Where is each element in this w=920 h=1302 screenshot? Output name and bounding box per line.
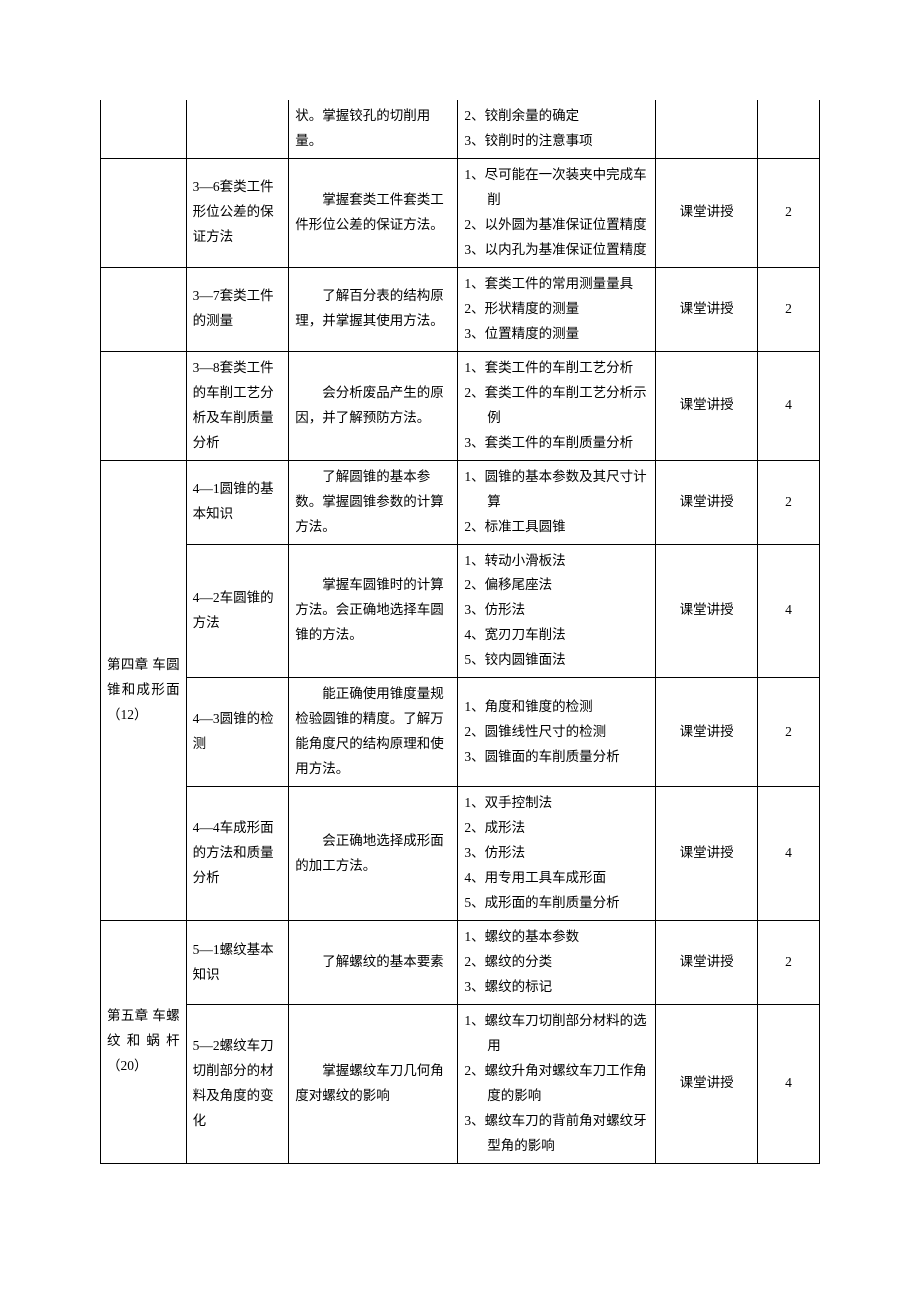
content-item: 2、圆锥线性尺寸的检测 [464,720,649,745]
table-row: 4—3圆锥的检测能正确使用锥度量规检验圆锥的精度。了解万能角度尺的结构原理和使用… [101,678,820,787]
content-item: 5、成形面的车削质量分析 [464,891,649,916]
content-item: 1、双手控制法 [464,791,649,816]
content-item: 1、转动小滑板法 [464,549,649,574]
content-cell: 1、螺纹的基本参数2、螺纹的分类3、螺纹的标记 [458,921,656,1005]
content-item: 1、尽可能在一次装夹中完成车削 [464,163,649,213]
content-item: 1、螺纹车刀切削部分材料的选用 [464,1009,649,1059]
content-item: 2、标准工具圆锥 [464,515,649,540]
chapter-cell [101,351,187,460]
method-cell: 课堂讲授 [656,678,758,787]
table-row: 5—2螺纹车刀切削部分的材料及角度的变化掌握螺纹车刀几何角度对螺纹的影响1、螺纹… [101,1004,820,1163]
section-cell [186,100,289,158]
section-cell: 4—1圆锥的基本知识 [186,460,289,544]
content-item: 1、螺纹的基本参数 [464,925,649,950]
content-cell: 1、转动小滑板法2、偏移尾座法3、仿形法4、宽刃刀车削法5、铰内圆锥面法 [458,544,656,678]
content-item: 3、套类工件的车削质量分析 [464,431,649,456]
content-item: 2、形状精度的测量 [464,297,649,322]
content-cell: 1、圆锥的基本参数及其尺寸计算2、标准工具圆锥 [458,460,656,544]
objective-cell: 掌握车圆锥时的计算方法。会正确地选择车圆锥的方法。 [289,544,458,678]
method-cell: 课堂讲授 [656,460,758,544]
content-item: 3、位置精度的测量 [464,322,649,347]
section-cell: 3—8套类工件的车削工艺分析及车削质量分析 [186,351,289,460]
section-cell: 3—7套类工件的测量 [186,267,289,351]
content-item: 3、螺纹的标记 [464,975,649,1000]
method-cell: 课堂讲授 [656,158,758,267]
content-item: 2、螺纹的分类 [464,950,649,975]
content-item: 4、宽刃刀车削法 [464,623,649,648]
method-cell [656,100,758,158]
table-row: 3—7套类工件的测量了解百分表的结构原理，并掌握其使用方法。1、套类工件的常用测… [101,267,820,351]
content-item: 5、铰内圆锥面法 [464,648,649,673]
content-item: 2、以外圆为基准保证位置精度 [464,213,649,238]
section-cell: 3—6套类工件形位公差的保证方法 [186,158,289,267]
method-cell: 课堂讲授 [656,267,758,351]
content-item: 3、螺纹车刀的背前角对螺纹牙型角的影响 [464,1109,649,1159]
content-item: 3、仿形法 [464,598,649,623]
table-row: 4—4车成形面的方法和质量分析会正确地选择成形面的加工方法。1、双手控制法2、成… [101,787,820,921]
method-cell: 课堂讲授 [656,787,758,921]
objective-cell: 会正确地选择成形面的加工方法。 [289,787,458,921]
table-row: 3—6套类工件形位公差的保证方法掌握套类工件套类工件形位公差的保证方法。1、尽可… [101,158,820,267]
content-item: 1、套类工件的车削工艺分析 [464,356,649,381]
chapter-cell [101,158,187,267]
content-item: 4、用专用工具车成形面 [464,866,649,891]
section-cell: 4—3圆锥的检测 [186,678,289,787]
content-item: 2、螺纹升角对螺纹车刀工作角度的影响 [464,1059,649,1109]
table-row: 第四章 车圆锥和成形面（12）4—1圆锥的基本知识了解圆锥的基本参数。掌握圆锥参… [101,460,820,544]
objective-cell: 能正确使用锥度量规检验圆锥的精度。了解万能角度尺的结构原理和使用方法。 [289,678,458,787]
content-item: 2、成形法 [464,816,649,841]
objective-cell: 了解百分表的结构原理，并掌握其使用方法。 [289,267,458,351]
hours-cell [757,100,819,158]
content-item: 1、角度和锥度的检测 [464,695,649,720]
hours-cell: 2 [757,267,819,351]
content-cell: 1、套类工件的常用测量量具2、形状精度的测量3、位置精度的测量 [458,267,656,351]
content-item: 3、圆锥面的车削质量分析 [464,745,649,770]
table-row: 第五章 车螺纹和蜗杆（20）5—1螺纹基本知识了解螺纹的基本要素1、螺纹的基本参… [101,921,820,1005]
objective-cell: 状。掌握铰孔的切削用量。 [289,100,458,158]
method-cell: 课堂讲授 [656,921,758,1005]
hours-cell: 2 [757,678,819,787]
content-cell: 1、套类工件的车削工艺分析2、套类工件的车削工艺分析示例3、套类工件的车削质量分… [458,351,656,460]
table-row: 4—2车圆锥的方法掌握车圆锥时的计算方法。会正确地选择车圆锥的方法。1、转动小滑… [101,544,820,678]
hours-cell: 4 [757,1004,819,1163]
hours-cell: 4 [757,351,819,460]
section-cell: 4—4车成形面的方法和质量分析 [186,787,289,921]
content-item: 2、铰削余量的确定 [464,104,649,129]
content-cell: 1、螺纹车刀切削部分材料的选用2、螺纹升角对螺纹车刀工作角度的影响3、螺纹车刀的… [458,1004,656,1163]
table-row: 状。掌握铰孔的切削用量。2、铰削余量的确定3、铰削时的注意事项 [101,100,820,158]
method-cell: 课堂讲授 [656,1004,758,1163]
content-item: 3、铰削时的注意事项 [464,129,649,154]
objective-cell: 掌握螺纹车刀几何角度对螺纹的影响 [289,1004,458,1163]
hours-cell: 2 [757,158,819,267]
course-outline-table: 状。掌握铰孔的切削用量。2、铰削余量的确定3、铰削时的注意事项3—6套类工件形位… [100,100,820,1164]
content-item: 3、仿形法 [464,841,649,866]
content-cell: 2、铰削余量的确定3、铰削时的注意事项 [458,100,656,158]
section-cell: 5—1螺纹基本知识 [186,921,289,1005]
hours-cell: 4 [757,787,819,921]
section-cell: 5—2螺纹车刀切削部分的材料及角度的变化 [186,1004,289,1163]
chapter-cell [101,100,187,158]
objective-cell: 了解螺纹的基本要素 [289,921,458,1005]
chapter-cell: 第五章 车螺纹和蜗杆（20） [101,921,187,1164]
method-cell: 课堂讲授 [656,544,758,678]
chapter-cell: 第四章 车圆锥和成形面（12） [101,460,187,920]
method-cell: 课堂讲授 [656,351,758,460]
hours-cell: 2 [757,921,819,1005]
table-row: 3—8套类工件的车削工艺分析及车削质量分析会分析废品产生的原因，并了解预防方法。… [101,351,820,460]
hours-cell: 4 [757,544,819,678]
chapter-cell [101,267,187,351]
content-item: 1、套类工件的常用测量量具 [464,272,649,297]
hours-cell: 2 [757,460,819,544]
content-item: 1、圆锥的基本参数及其尺寸计算 [464,465,649,515]
objective-cell: 了解圆锥的基本参数。掌握圆锥参数的计算方法。 [289,460,458,544]
content-cell: 1、尽可能在一次装夹中完成车削2、以外圆为基准保证位置精度3、以内孔为基准保证位… [458,158,656,267]
objective-cell: 掌握套类工件套类工件形位公差的保证方法。 [289,158,458,267]
content-item: 2、偏移尾座法 [464,573,649,598]
content-item: 2、套类工件的车削工艺分析示例 [464,381,649,431]
section-cell: 4—2车圆锥的方法 [186,544,289,678]
content-item: 3、以内孔为基准保证位置精度 [464,238,649,263]
content-cell: 1、角度和锥度的检测2、圆锥线性尺寸的检测3、圆锥面的车削质量分析 [458,678,656,787]
objective-cell: 会分析废品产生的原因，并了解预防方法。 [289,351,458,460]
content-cell: 1、双手控制法2、成形法3、仿形法4、用专用工具车成形面5、成形面的车削质量分析 [458,787,656,921]
